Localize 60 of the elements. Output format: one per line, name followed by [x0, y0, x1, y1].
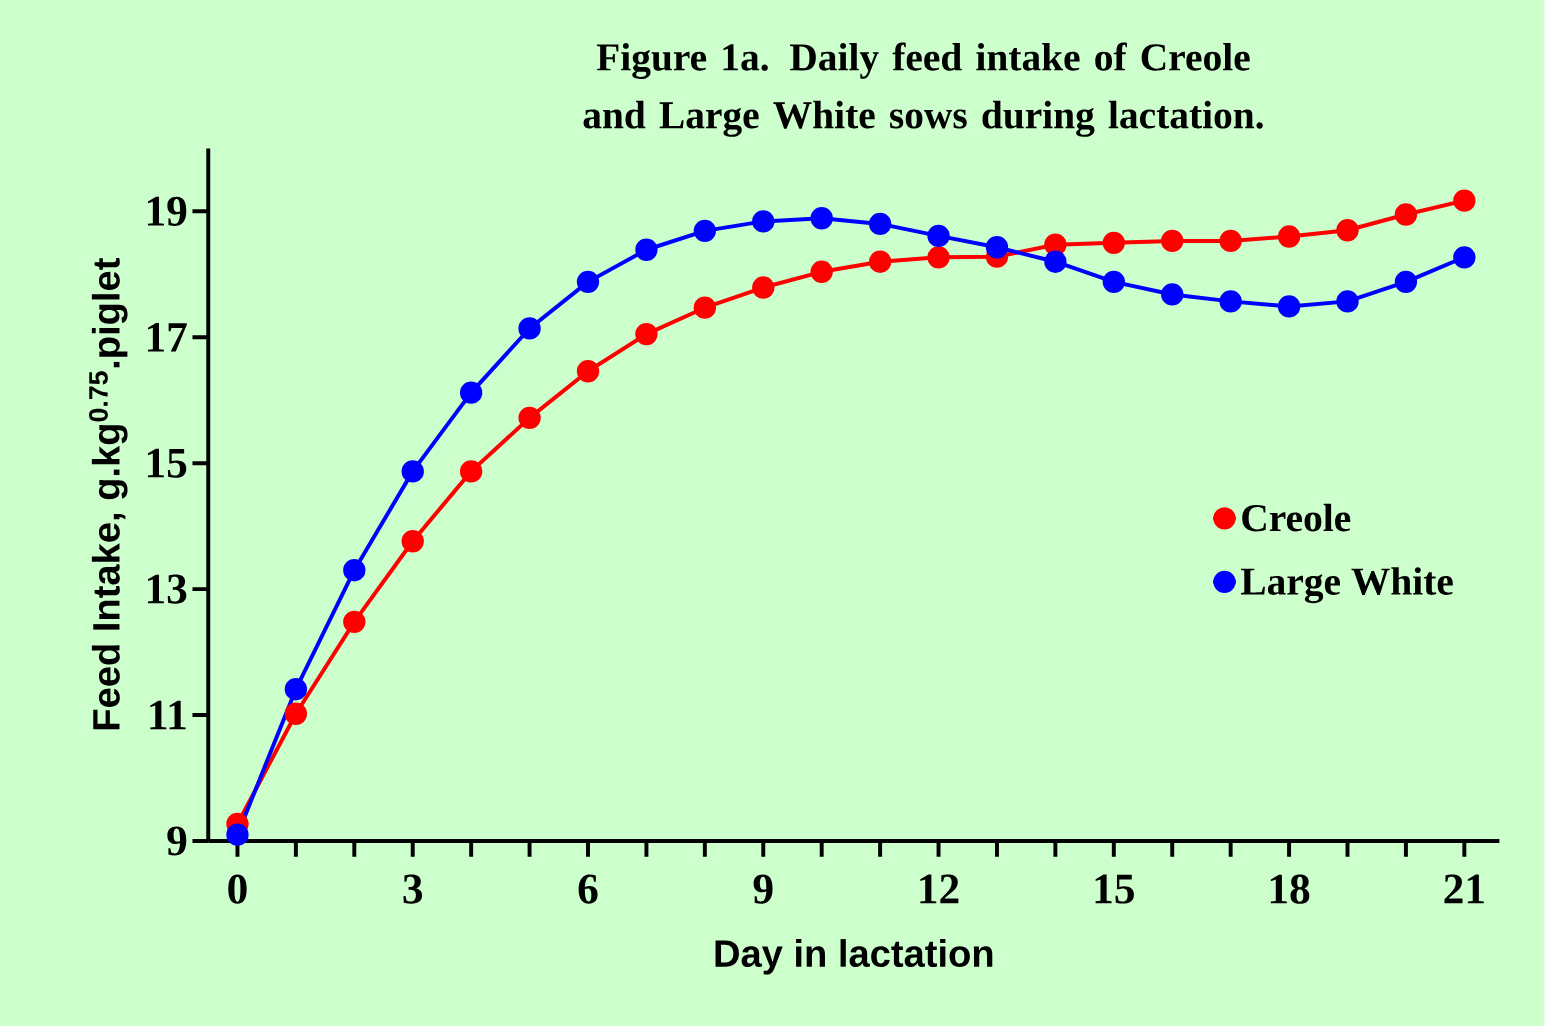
legend-label: Creole [1242, 503, 1351, 532]
x-tick-label: 9 [753, 874, 773, 904]
point [1336, 290, 1359, 313]
point [1102, 270, 1125, 294]
y-tick-label: 15 [147, 448, 187, 478]
legend-label: Large White [1240, 567, 1453, 604]
point [1219, 229, 1242, 253]
point [635, 322, 658, 346]
point [693, 219, 717, 243]
x-tick-label: 0 [228, 874, 247, 904]
x-axis-title: Day in lactation [715, 939, 993, 975]
point [1219, 290, 1242, 313]
point [868, 250, 892, 273]
point [752, 210, 775, 233]
point [985, 236, 1009, 259]
point [927, 246, 950, 269]
point [1102, 231, 1125, 255]
point [868, 212, 892, 236]
point [1044, 250, 1067, 273]
point [226, 823, 249, 846]
point [1453, 246, 1476, 269]
point [1394, 270, 1418, 294]
point [576, 360, 600, 383]
point [401, 460, 424, 483]
x-tick-label: 3 [403, 874, 423, 904]
point [810, 207, 833, 230]
point [927, 224, 950, 248]
x-tick-label: 6 [578, 874, 598, 904]
point [284, 678, 308, 701]
point [1277, 295, 1301, 318]
x-tick-label: 12 [920, 874, 959, 904]
point [284, 702, 308, 725]
y-tick-label: 17 [147, 322, 187, 352]
point [1336, 219, 1359, 242]
point [343, 559, 366, 582]
point [1394, 203, 1418, 226]
point [518, 317, 541, 340]
y-tick-label: 11 [150, 700, 186, 730]
x-tick-label: 18 [1270, 874, 1310, 904]
point [810, 260, 833, 283]
point [693, 296, 717, 319]
point [518, 406, 541, 430]
point [576, 270, 600, 294]
point [1161, 283, 1184, 306]
y-tick-label: 19 [147, 196, 187, 226]
chart-title: Figure 1a. Daily feed intake of Creole and Large White sows during lactation. [583, 42, 1263, 137]
x-tick-label: 21 [1444, 874, 1484, 904]
point [343, 610, 366, 634]
y-tick-label: 9 [167, 826, 187, 856]
point [459, 460, 483, 483]
point [1277, 225, 1301, 248]
point [401, 530, 424, 553]
y-tick-label: 13 [147, 574, 187, 604]
point [635, 238, 658, 261]
point [459, 381, 483, 404]
point [1453, 189, 1476, 212]
point [1161, 229, 1184, 253]
point [752, 276, 775, 299]
y-axis-title: Feed Intake, g.kg$^{0.75}$.piglet [88, 258, 128, 730]
x-tick-label: 15 [1095, 874, 1134, 904]
